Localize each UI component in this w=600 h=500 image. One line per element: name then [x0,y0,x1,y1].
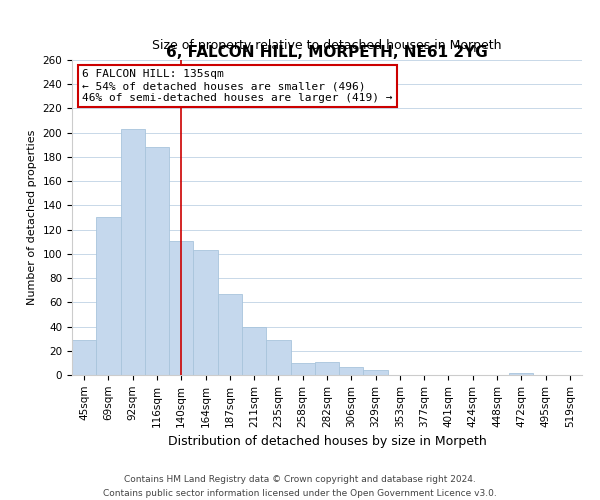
Bar [145,147,169,375]
Bar [193,250,218,375]
Title: 6, FALCON HILL, MORPETH, NE61 2YG: 6, FALCON HILL, MORPETH, NE61 2YG [166,45,488,60]
Text: Size of property relative to detached houses in Morpeth: Size of property relative to detached ho… [152,39,502,52]
Bar [315,362,339,375]
Bar [72,340,96,375]
Bar [339,366,364,375]
Bar [509,372,533,375]
Bar [218,294,242,375]
Bar [290,363,315,375]
Bar [364,370,388,375]
Bar [242,326,266,375]
Bar [169,240,193,375]
Bar [266,340,290,375]
Y-axis label: Number of detached properties: Number of detached properties [27,130,37,305]
Bar [96,218,121,375]
Text: 6 FALCON HILL: 135sqm
← 54% of detached houses are smaller (496)
46% of semi-det: 6 FALCON HILL: 135sqm ← 54% of detached … [82,70,392,102]
Text: Contains HM Land Registry data © Crown copyright and database right 2024.
Contai: Contains HM Land Registry data © Crown c… [103,476,497,498]
X-axis label: Distribution of detached houses by size in Morpeth: Distribution of detached houses by size … [167,435,487,448]
Bar [121,129,145,375]
